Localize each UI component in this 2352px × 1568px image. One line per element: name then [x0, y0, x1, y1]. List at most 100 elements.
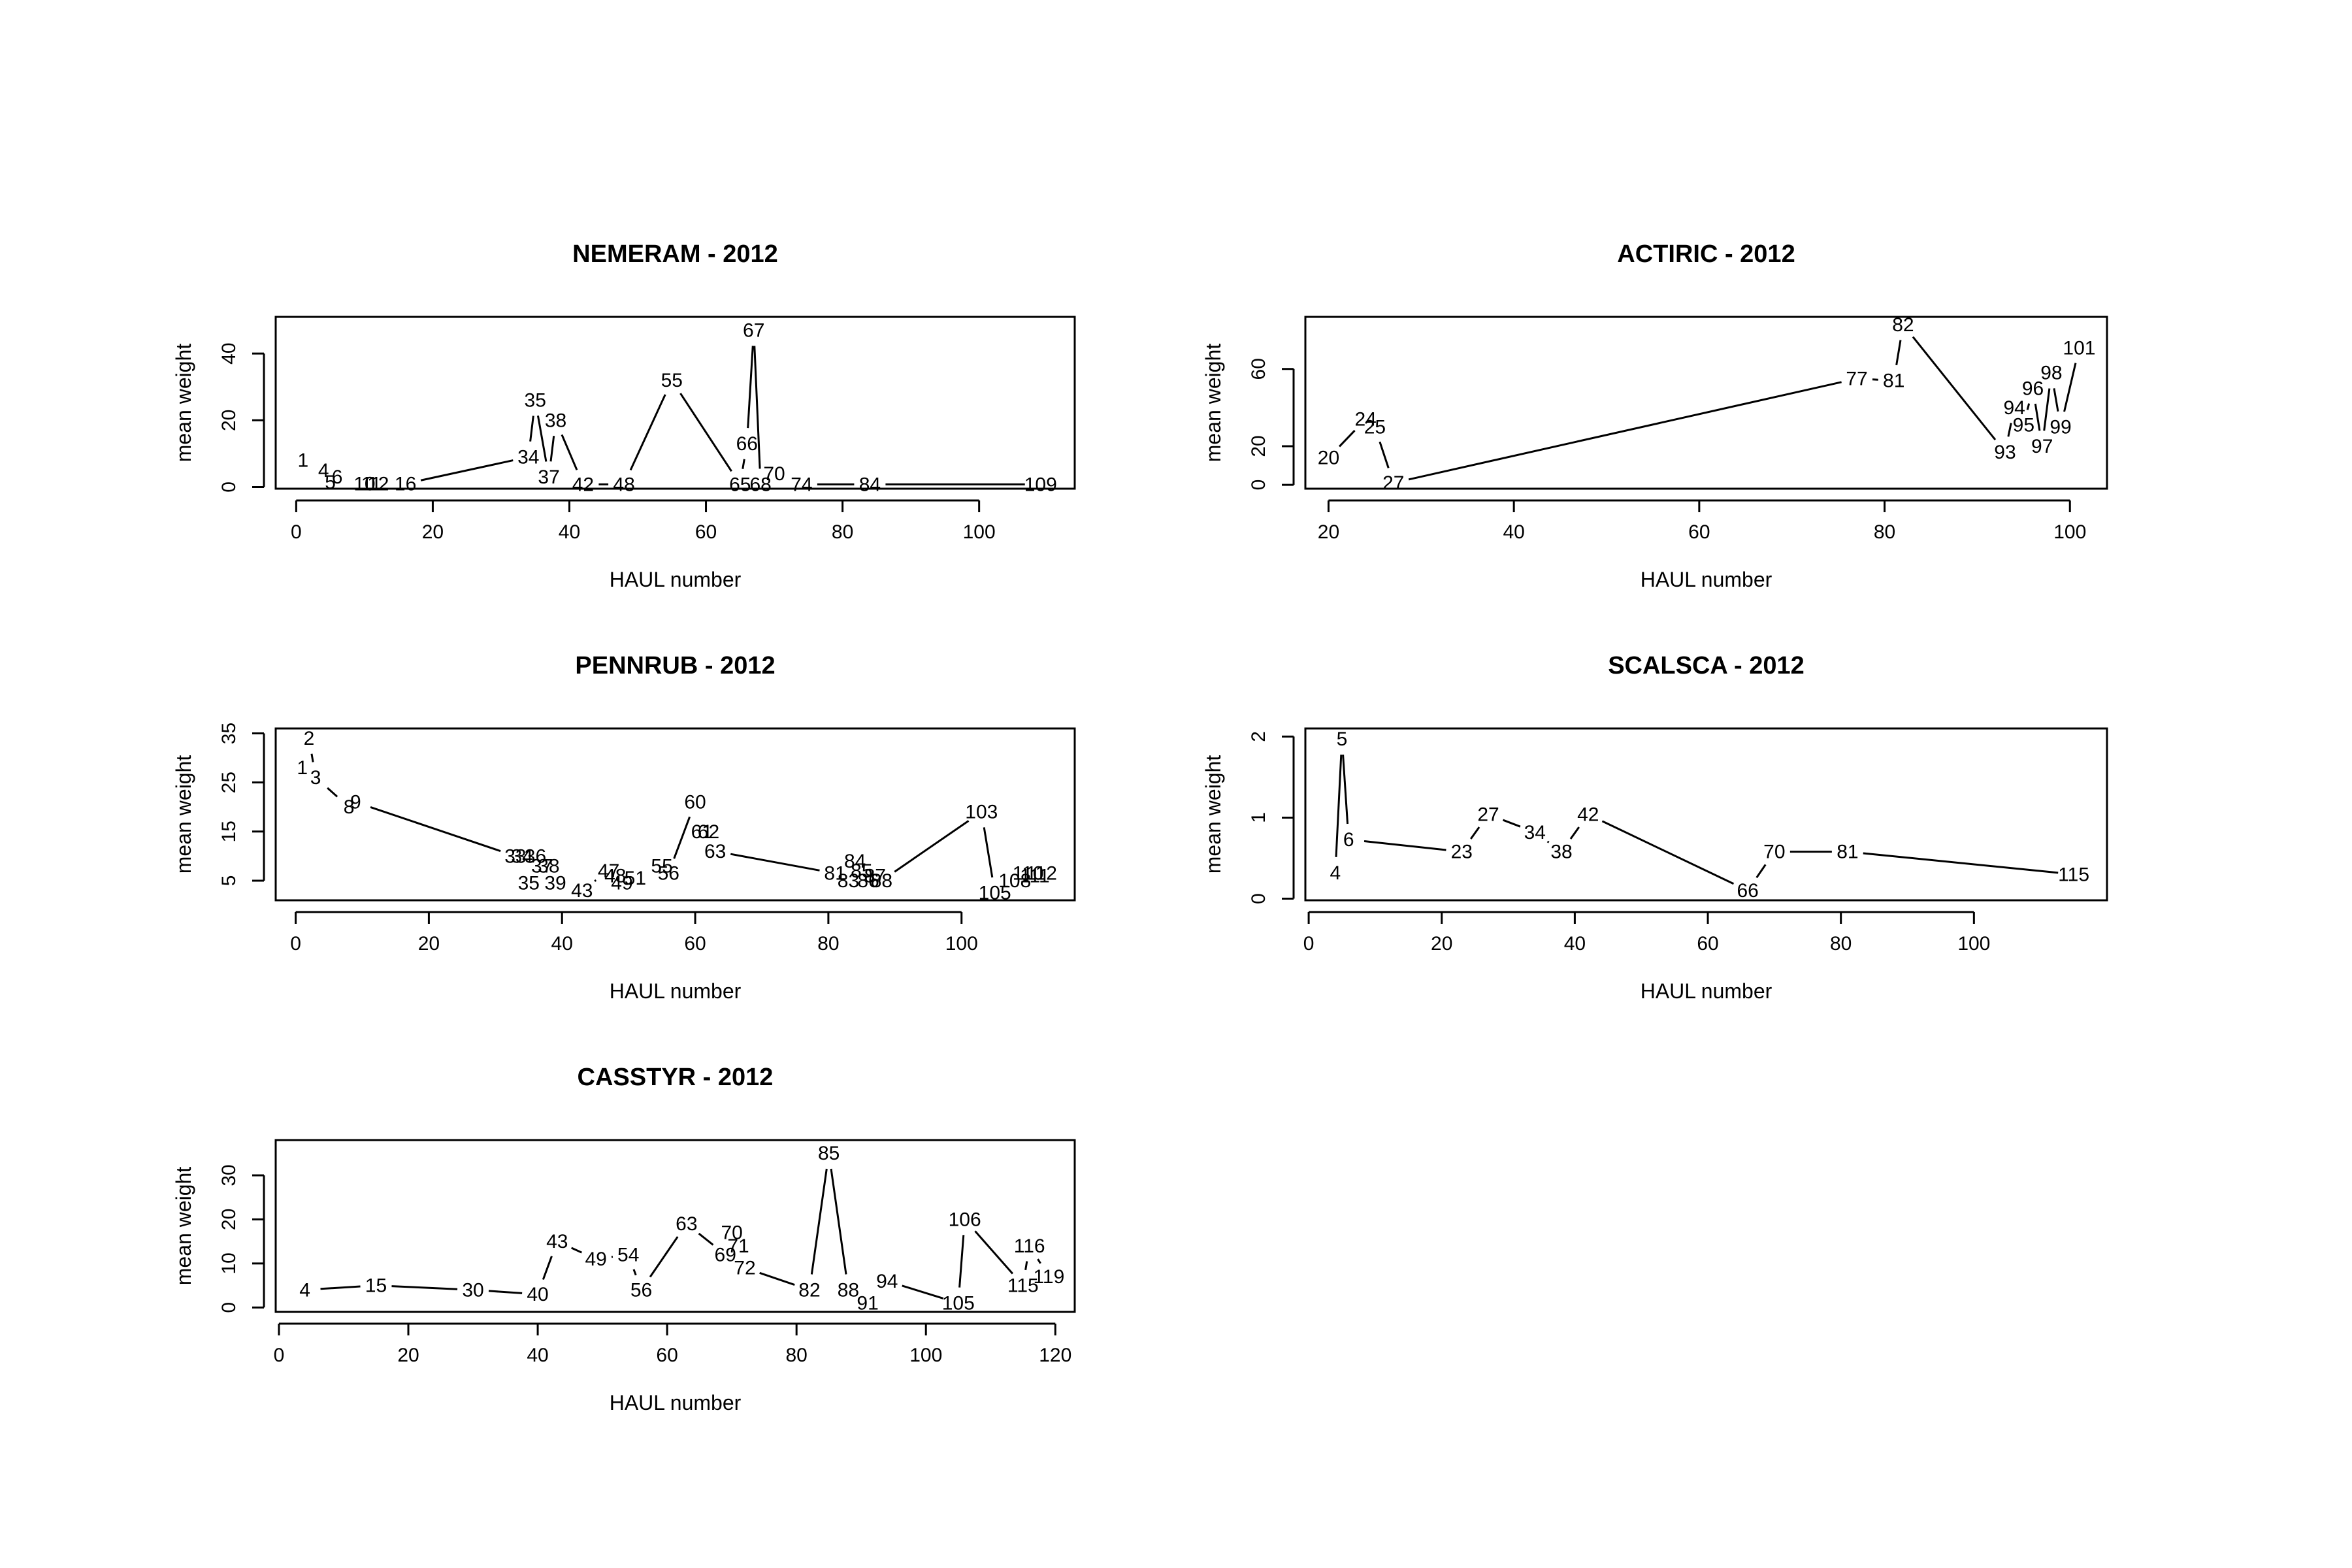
data-point-label: 63	[676, 1213, 697, 1235]
series-segment	[1546, 840, 1550, 843]
data-point-label: 99	[2050, 416, 2071, 438]
series-segment	[1335, 755, 1343, 857]
chart-pennrub: PENNRUB - 2012 HAUL number mean weight 0…	[172, 652, 1076, 1003]
data-point-label: 67	[743, 319, 764, 341]
data-point-label: 4	[299, 1279, 310, 1301]
y-tick-label: 30	[218, 1164, 240, 1186]
series-segment	[1339, 429, 1356, 448]
chart-scalsca: SCALSCA - 2012 HAUL number mean weight 0…	[1201, 652, 2108, 1003]
x-tick-label: 40	[527, 1345, 548, 1366]
data-point-label: 34	[1524, 822, 1546, 843]
series-segment	[810, 1168, 828, 1275]
series-segment	[1895, 340, 1902, 366]
data-point-label: 93	[1994, 442, 2016, 463]
x-axis-label: HAUL number	[1641, 568, 1772, 591]
data-point-label: 20	[1318, 448, 1339, 469]
data-point-label: 56	[658, 863, 679, 885]
data-point-label: 70	[763, 463, 785, 485]
data-point-label: 10	[353, 473, 375, 495]
data-point-label: 72	[734, 1258, 755, 1279]
data-point-label: 55	[651, 855, 672, 877]
y-axis-label: mean weight	[1201, 344, 1225, 463]
data-point-label: 5	[1337, 728, 1348, 750]
data-point-label: 16	[395, 473, 416, 495]
data-point-label: 35	[518, 873, 540, 894]
x-tick-label: 40	[559, 521, 580, 543]
data-point-label: 108	[998, 870, 1031, 892]
plot-frame	[274, 1139, 1076, 1313]
data-point-label: 103	[965, 802, 998, 823]
y-tick-label: 2	[1248, 731, 1269, 742]
series-segment	[1502, 819, 1521, 828]
plot-frame	[274, 316, 1076, 490]
data-point-label: 81	[824, 863, 845, 885]
x-tick-label: 20	[397, 1345, 419, 1366]
data-point-label: 35	[525, 390, 546, 412]
chart-casstyr: CASSTYR - 2012 HAUL number mean weight 0…	[172, 1064, 1076, 1414]
data-point-label: 105	[942, 1293, 975, 1315]
data-point-label: 4	[1330, 862, 1341, 884]
series-segment	[753, 346, 761, 469]
data-point-label: 95	[2013, 414, 2034, 436]
x-tick-label: 20	[422, 521, 444, 543]
data-point-label: 2	[304, 728, 315, 749]
y-tick-label: 0	[218, 482, 240, 493]
series-segment	[594, 879, 597, 882]
x-tick-label: 0	[290, 933, 301, 955]
data-point-label: 39	[544, 873, 566, 894]
series-segment	[1601, 820, 1735, 885]
series-segment	[629, 394, 666, 471]
data-point-label: 43	[546, 1231, 568, 1252]
data-point-label: 70	[1763, 841, 1785, 863]
data-point-label: 38	[1550, 841, 1572, 863]
data-point-label: 65	[729, 474, 751, 495]
y-tick-label: 1	[1248, 812, 1269, 823]
data-point-label: 33	[504, 845, 526, 867]
data-point-label: 74	[791, 474, 812, 495]
data-point-label: 70	[721, 1222, 742, 1244]
data-point-label: 69	[715, 1244, 736, 1266]
series-segment	[2053, 388, 2059, 412]
data-point-label: 112	[1026, 863, 1057, 885]
chart-nemeram: NEMERAM - 2012 HAUL number mean weight 0…	[172, 240, 1076, 591]
chart-title: SCALSCA - 2012	[1608, 652, 1805, 679]
data-point-label: 84	[844, 851, 866, 872]
series-segment	[529, 416, 534, 442]
data-point-label: 6	[1343, 829, 1354, 851]
data-point-label: 38	[545, 410, 566, 431]
chart-title: NEMERAM - 2012	[572, 240, 778, 268]
series-segment	[542, 1256, 553, 1281]
data-point-label: 81	[1883, 370, 1904, 392]
data-point-label: 61	[691, 821, 713, 843]
data-point-label: 56	[630, 1279, 652, 1301]
data-point-label: 115	[1007, 1275, 1039, 1297]
data-point-label: 105	[979, 883, 1011, 904]
data-point-label: 30	[462, 1279, 483, 1301]
data-point-label: 110	[1013, 863, 1044, 885]
data-point-label: 85	[851, 860, 872, 882]
data-point-label: 60	[684, 792, 706, 813]
x-tick-label: 60	[684, 933, 706, 955]
series-segment	[1024, 1261, 1028, 1271]
data-point-label: 62	[698, 821, 719, 843]
series-segment	[391, 1285, 458, 1290]
data-point-label: 87	[864, 865, 886, 887]
plot-frame	[274, 727, 1076, 902]
series-segment	[830, 1168, 847, 1275]
data-point-label: 9	[350, 792, 361, 813]
data-point-label: 83	[838, 870, 859, 892]
data-point-label: 68	[749, 474, 771, 495]
series-segment	[571, 1247, 582, 1254]
series-segment	[679, 393, 732, 472]
y-tick-label: 20	[218, 1209, 240, 1230]
data-point-label: 63	[704, 841, 726, 862]
x-tick-label: 0	[291, 521, 302, 543]
y-axis-label: mean weight	[172, 344, 195, 463]
data-point-label: 5	[325, 472, 336, 493]
data-point-label: 49	[585, 1249, 607, 1270]
data-point-label: 4	[318, 460, 329, 482]
data-point-label: 24	[1355, 409, 1377, 431]
series-segment	[488, 1290, 523, 1294]
data-point-label: 97	[2031, 436, 2053, 457]
series-segment	[420, 459, 514, 482]
